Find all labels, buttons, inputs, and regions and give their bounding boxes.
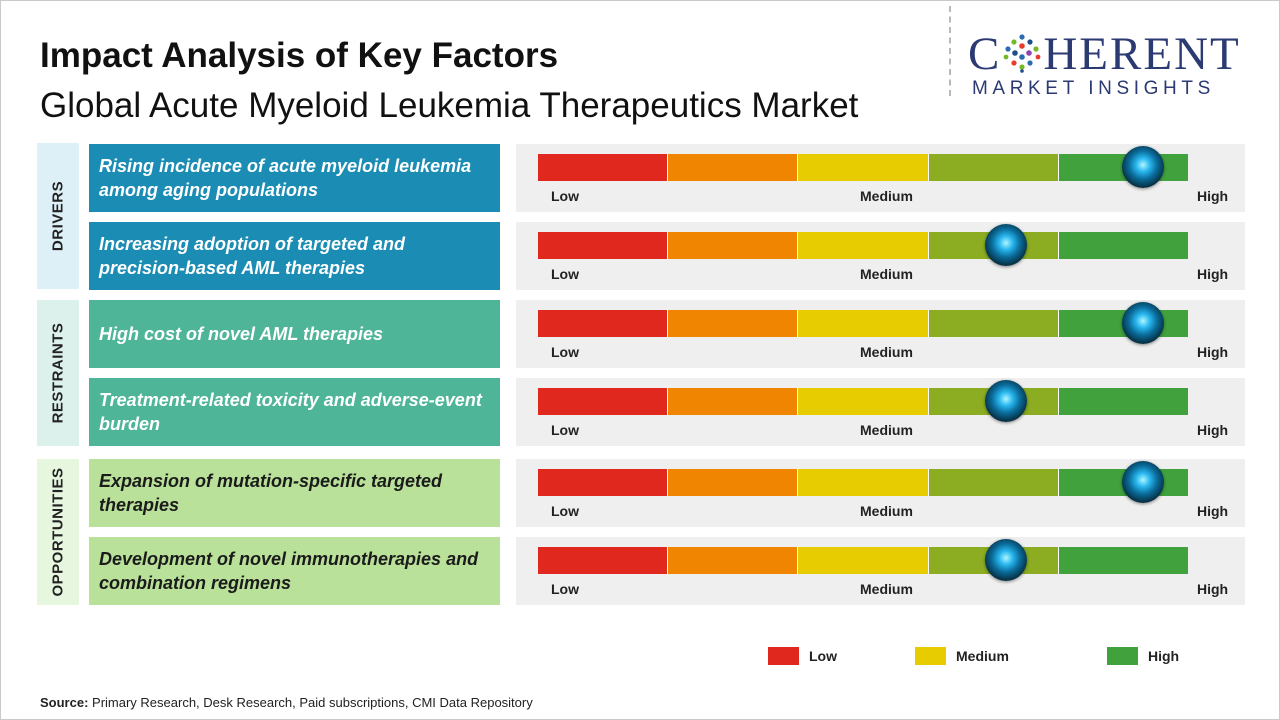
scale-segment (928, 310, 1059, 337)
scale-segment (798, 154, 929, 181)
impact-gauge: Low Medium High (516, 144, 1245, 212)
factor-text: Rising incidence of acute myeloid leukem… (99, 156, 472, 200)
scale-segment (668, 388, 799, 415)
scale-segment (928, 154, 1059, 181)
scale-label-high: High (1197, 581, 1229, 597)
impact-marker (985, 380, 1027, 422)
scale-label-low: Low (551, 188, 579, 204)
scale-label-high: High (1197, 344, 1229, 360)
source-text: Primary Research, Desk Research, Paid su… (88, 695, 533, 710)
impact-gauge: Low Medium High (516, 537, 1245, 605)
impact-marker (1121, 302, 1164, 344)
scale-segment (798, 547, 929, 574)
legend-swatch (915, 647, 946, 665)
impact-scale (538, 154, 1189, 181)
impact-gauge: Low Medium High (516, 378, 1245, 446)
scale-segment (668, 469, 799, 496)
scale-label-low: Low (551, 503, 579, 519)
scale-segment (1058, 388, 1189, 415)
logo-dots-icon (1003, 34, 1041, 73)
impact-gauge: Low Medium High (516, 459, 1245, 527)
scale-segment (928, 469, 1059, 496)
scale-label-high: High (1197, 503, 1229, 519)
scale-label-low: Low (551, 266, 579, 282)
scale-segment (1058, 547, 1189, 574)
impact-gauge: Low Medium High (516, 300, 1245, 368)
scale-label-high: High (1197, 266, 1229, 282)
legend-swatch (768, 647, 799, 665)
scale-segment (798, 388, 929, 415)
company-logo: C HERENT MARKET INSIGHTS (968, 28, 1263, 100)
scale-segment (538, 232, 669, 259)
page-title: Impact Analysis of Key Factors (40, 36, 559, 75)
scale-segment (668, 232, 799, 259)
header-divider (949, 6, 951, 96)
category-restraints: RESTRAINTS (37, 300, 79, 446)
factor-box: High cost of novel AML therapies (89, 300, 500, 368)
scale-segment (668, 547, 799, 574)
factor-text: Expansion of mutation-specific targeted … (99, 471, 443, 515)
impact-scale (538, 310, 1189, 337)
factor-box: Development of novel immunotherapies and… (89, 537, 500, 605)
factor-box: Treatment-related toxicity and adverse-e… (89, 378, 500, 446)
category-label: DRIVERS (49, 180, 67, 252)
scale-segment (798, 469, 929, 496)
factor-box: Expansion of mutation-specific targeted … (89, 459, 500, 527)
logo-letters-herent: HERENT (1043, 28, 1241, 80)
logo-wordmark: C HERENT (968, 28, 1241, 80)
source-label: Source: (40, 695, 89, 710)
scale-label-medium: Medium (860, 188, 913, 204)
scale-segment (538, 547, 669, 574)
scale-segment (798, 232, 929, 259)
impact-scale (538, 469, 1189, 496)
scale-label-medium: Medium (860, 344, 913, 360)
impact-scale (538, 547, 1189, 574)
impact-scale (538, 232, 1189, 259)
scale-label-medium: Medium (860, 422, 913, 438)
impact-marker (1121, 461, 1164, 503)
scale-label-high: High (1197, 188, 1229, 204)
factor-text: High cost of novel AML therapies (99, 324, 384, 344)
category-drivers: DRIVERS (37, 143, 79, 289)
category-opportunities: OPPORTUNITIES (37, 459, 79, 605)
source-note: Source: Primary Research, Desk Research,… (40, 695, 533, 710)
logo-letter-c: C (968, 28, 1002, 80)
scale-segment (668, 154, 799, 181)
scale-segment (538, 310, 669, 337)
scale-label-high: High (1197, 422, 1229, 438)
impact-scale (538, 388, 1189, 415)
scale-segment (538, 154, 669, 181)
scale-label-medium: Medium (860, 266, 913, 282)
impact-marker (985, 224, 1027, 266)
impact-marker (1121, 146, 1164, 188)
logo-tagline: MARKET INSIGHTS (972, 78, 1215, 99)
factor-text: Development of novel immunotherapies and… (99, 549, 479, 593)
impact-gauge: Low Medium High (516, 222, 1245, 290)
impact-marker (985, 539, 1027, 581)
scale-label-medium: Medium (860, 503, 913, 519)
page-subtitle: Global Acute Myeloid Leukemia Therapeuti… (40, 86, 859, 125)
legend-label: High (1148, 648, 1180, 664)
legend-label: Medium (956, 648, 1009, 664)
scale-label-low: Low (551, 344, 579, 360)
scale-label-low: Low (551, 581, 579, 597)
scale-label-low: Low (551, 422, 579, 438)
factor-box: Rising incidence of acute myeloid leukem… (89, 144, 500, 212)
legend-label: Low (809, 648, 837, 664)
legend-swatch (1107, 647, 1138, 665)
factor-text: Increasing adoption of targeted and prec… (99, 234, 406, 278)
scale-segment (668, 310, 799, 337)
factor-text: Treatment-related toxicity and adverse-e… (99, 390, 482, 434)
scale-segment (798, 310, 929, 337)
scale-segment (538, 388, 669, 415)
factor-box: Increasing adoption of targeted and prec… (89, 222, 500, 290)
scale-segment (1058, 232, 1189, 259)
category-label: OPPORTUNITIES (49, 467, 67, 597)
scale-label-medium: Medium (860, 581, 913, 597)
category-label: RESTRAINTS (49, 322, 67, 424)
scale-segment (538, 469, 669, 496)
